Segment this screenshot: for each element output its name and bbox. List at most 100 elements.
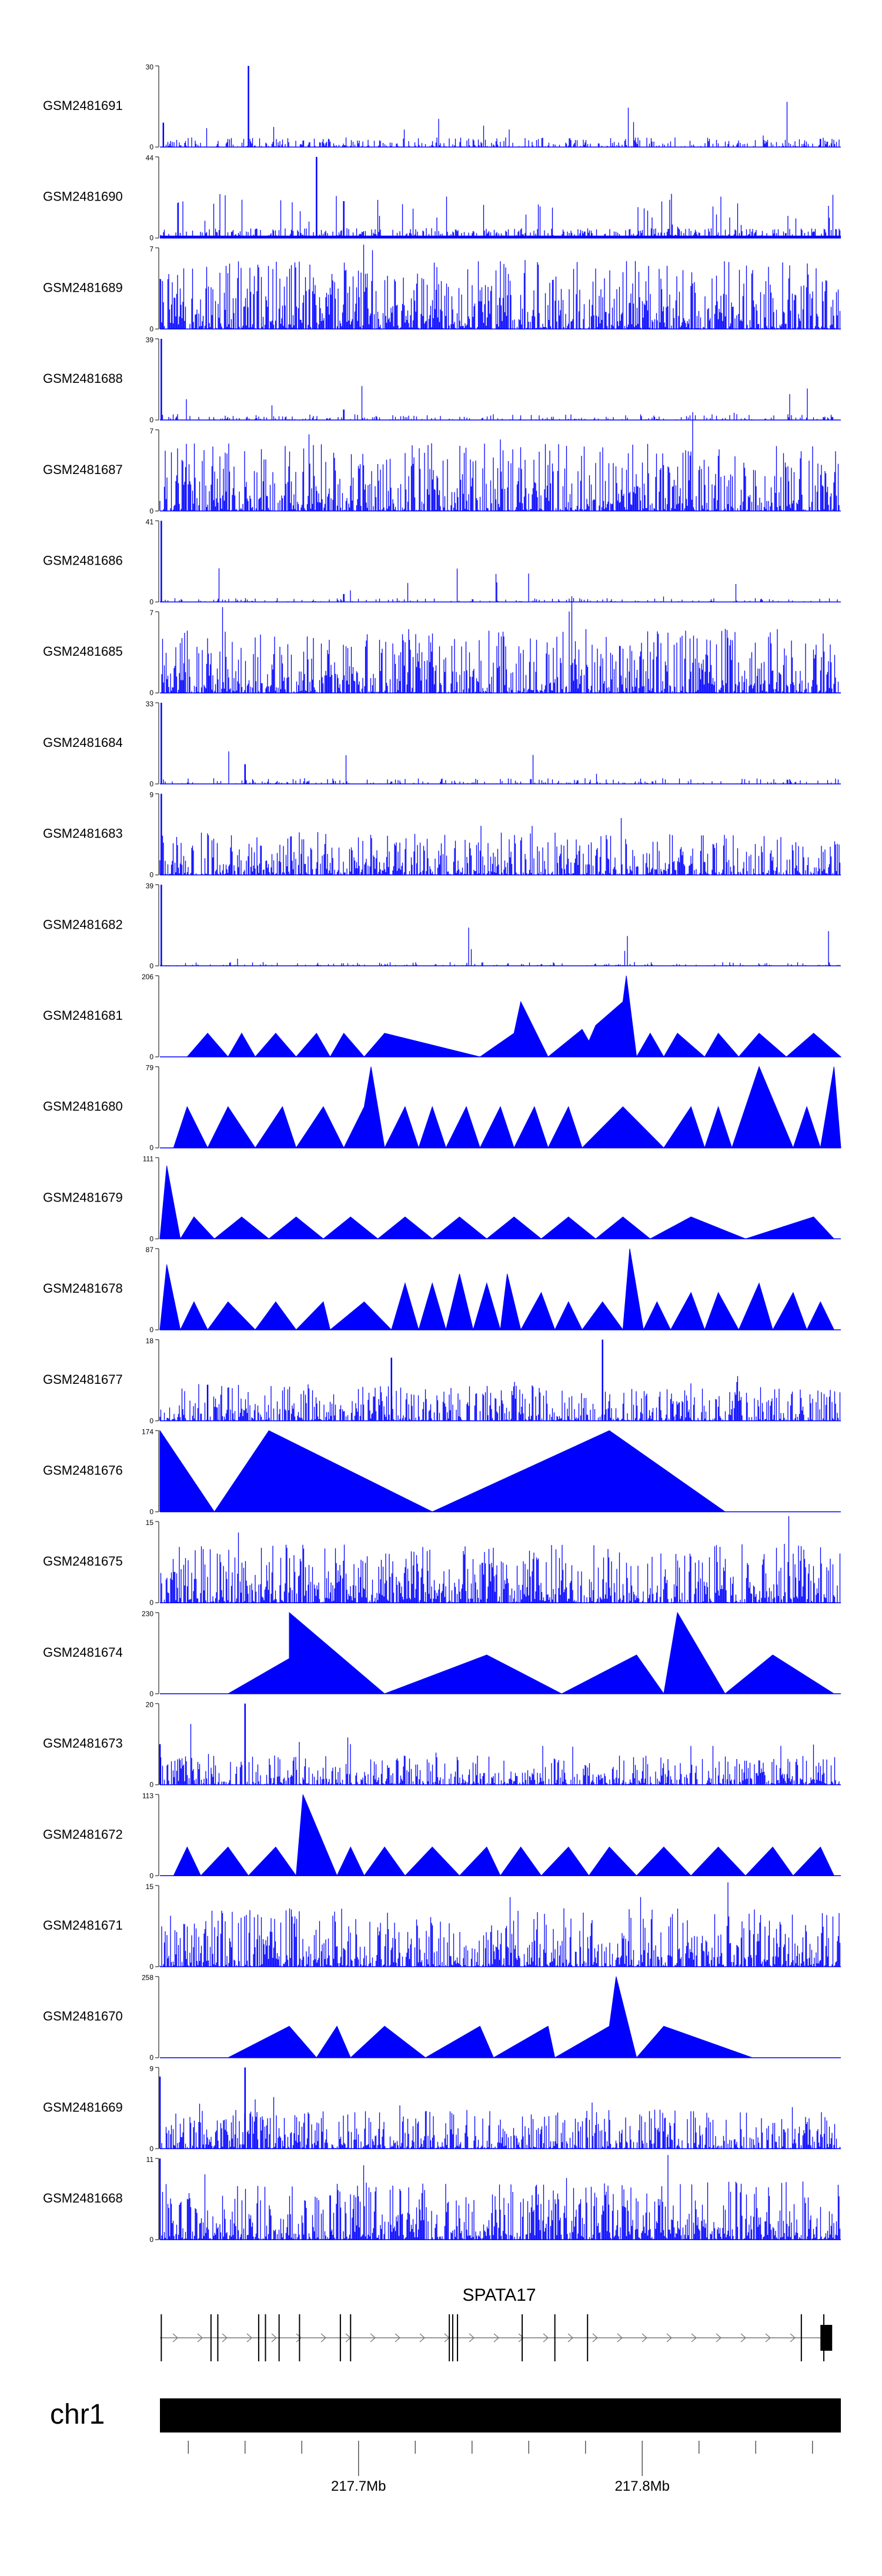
track-label: GSM2481680 xyxy=(43,1099,123,1114)
track-label: GSM2481678 xyxy=(43,1281,123,1296)
track-label: GSM2481681 xyxy=(43,1008,123,1023)
signal-tracks: GSM2481691300GSM2481690440GSM248168970GS… xyxy=(43,63,842,2244)
gene-model: SPATA17 xyxy=(160,2285,833,2361)
track-label: GSM2481685 xyxy=(43,644,123,659)
y-max-tick-label: 7 xyxy=(149,245,153,253)
y-max-tick-label: 111 xyxy=(143,1154,154,1163)
track-GSM2481683: GSM2481683 9 0 xyxy=(43,791,841,879)
strand-arrow xyxy=(222,2333,228,2343)
strand-arrow xyxy=(320,2333,326,2343)
axis-tick-label: 217.7Mb xyxy=(331,2478,386,2494)
strand-arrow xyxy=(370,2333,376,2343)
y-max-tick-label: 113 xyxy=(142,1791,153,1800)
signal-bars xyxy=(159,1882,841,1967)
y-max-tick-label: 30 xyxy=(146,63,154,71)
y-max-tick-label: 15 xyxy=(146,1883,154,1891)
chromosome-ideogram: chr1 xyxy=(50,2398,841,2432)
signal-area xyxy=(226,1611,836,1695)
y-max-tick-label: 15 xyxy=(146,1519,154,1527)
strand-arrow xyxy=(469,2333,475,2343)
y-min-tick-label: 0 xyxy=(149,1234,153,1243)
signal-area xyxy=(173,1066,841,1149)
track-GSM2481682: GSM2481682 39 0 xyxy=(43,882,841,970)
y-min-tick-label: 0 xyxy=(149,1963,153,1971)
gene-name-label: SPATA17 xyxy=(462,2285,536,2305)
signal-area xyxy=(173,1794,835,1877)
signal-bars xyxy=(163,751,841,784)
y-min-tick-label: 0 xyxy=(149,234,153,242)
strand-arrow xyxy=(197,2333,203,2343)
y-min-tick-label: 0 xyxy=(149,416,153,424)
strand-arrow xyxy=(592,2333,598,2343)
track-label: GSM2481675 xyxy=(43,1554,123,1569)
y-max-tick-label: 258 xyxy=(142,1974,153,1982)
track-label: GSM2481691 xyxy=(43,98,123,113)
track-GSM2481680: GSM2481680 79 0 xyxy=(43,1064,841,1152)
y-max-tick-label: 39 xyxy=(146,336,154,344)
track-GSM2481668: GSM2481668 11 0 xyxy=(43,2155,841,2244)
track-label: GSM2481668 xyxy=(43,2191,123,2205)
signal-area xyxy=(228,1976,753,2058)
axis-tick-label: 217.8Mb xyxy=(615,2478,670,2494)
track-label: GSM2481677 xyxy=(43,1372,123,1387)
track-label: GSM2481672 xyxy=(43,1827,123,1841)
track-label: GSM2481673 xyxy=(43,1736,123,1751)
y-max-tick-label: 206 xyxy=(142,973,153,981)
signal-area xyxy=(186,975,842,1058)
track-label: GSM2481676 xyxy=(43,1463,123,1478)
signal-bars xyxy=(160,1516,841,1603)
y-max-tick-label: 79 xyxy=(146,1064,154,1072)
track-GSM2481670: GSM2481670 258 0 xyxy=(43,1974,841,2062)
strand-arrow xyxy=(567,2333,573,2343)
signal-bars xyxy=(159,2097,841,2149)
strand-arrow xyxy=(395,2333,400,2343)
track-GSM2481684: GSM2481684 33 0 xyxy=(43,700,841,788)
strand-arrow xyxy=(716,2333,721,2343)
genomic-axis: 217.7Mb 217.8Mb xyxy=(160,2440,841,2494)
track-GSM2481674: GSM2481674 230 0 xyxy=(43,1610,841,1698)
track-GSM2481691: GSM2481691 30 0 xyxy=(43,63,841,151)
strand-arrow xyxy=(493,2333,499,2343)
y-min-tick-label: 0 xyxy=(149,325,153,333)
y-max-tick-label: 41 xyxy=(146,518,154,526)
signal-area xyxy=(159,1166,835,1240)
y-max-tick-label: 174 xyxy=(142,1428,153,1436)
signal-bars xyxy=(159,1376,841,1421)
track-GSM2481678: GSM2481678 87 0 xyxy=(43,1246,841,1334)
track-GSM2481679: GSM2481679 111 0 xyxy=(43,1154,841,1243)
strand-arrow xyxy=(617,2333,623,2343)
track-GSM2481686: GSM2481686 41 0 xyxy=(43,518,841,606)
signal-bars xyxy=(160,1724,840,1785)
y-max-tick-label: 7 xyxy=(149,427,153,435)
strand-arrow xyxy=(765,2333,771,2343)
y-max-tick-label: 9 xyxy=(149,2064,153,2073)
track-GSM2481687: GSM2481687 7 0 xyxy=(43,412,841,515)
y-max-tick-label: 230 xyxy=(142,1610,153,1618)
strand-arrow xyxy=(666,2333,672,2343)
strand-arrow xyxy=(296,2333,302,2343)
y-max-tick-label: 20 xyxy=(146,1701,154,1709)
track-label: GSM2481684 xyxy=(43,735,123,750)
track-label: GSM2481690 xyxy=(43,189,123,204)
track-GSM2481676: GSM2481676 174 0 xyxy=(43,1428,841,1516)
strand-arrow xyxy=(790,2333,796,2343)
signal-bars xyxy=(159,818,841,875)
track-GSM2481672: GSM2481672 113 0 xyxy=(43,1791,841,1880)
track-label: GSM2481682 xyxy=(43,917,123,932)
y-max-tick-label: 7 xyxy=(149,609,153,617)
track-label: GSM2481674 xyxy=(43,1645,123,1660)
track-GSM2481688: GSM2481688 39 0 xyxy=(43,336,841,424)
track-label: GSM2481670 xyxy=(43,2009,123,2024)
y-max-tick-label: 87 xyxy=(146,1246,154,1254)
signal-bars xyxy=(162,102,840,147)
signal-bars xyxy=(161,927,840,966)
track-GSM2481671: GSM2481671 15 0 xyxy=(43,1882,841,1971)
y-min-tick-label: 0 xyxy=(149,507,153,515)
y-min-tick-label: 0 xyxy=(149,871,153,879)
y-min-tick-label: 0 xyxy=(149,1690,153,1698)
y-min-tick-label: 0 xyxy=(149,598,153,606)
y-max-tick-label: 9 xyxy=(149,791,153,799)
signal-bars xyxy=(160,193,841,238)
strand-arrow xyxy=(543,2333,549,2343)
y-min-tick-label: 0 xyxy=(149,1599,153,1607)
